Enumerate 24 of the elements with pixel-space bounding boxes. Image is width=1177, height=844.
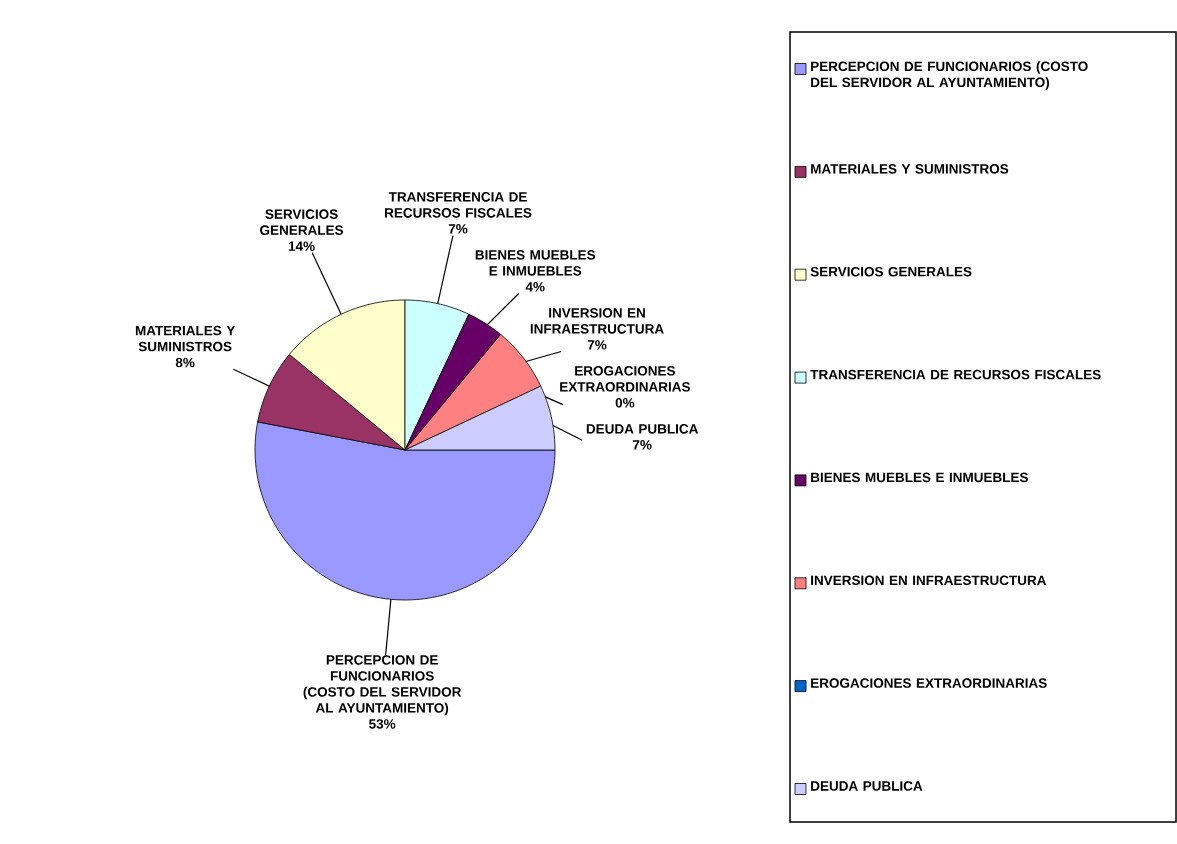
legend-label: DEUDA PUBLICA [811, 781, 923, 791]
data-label: 4% [525, 282, 545, 292]
text: 0% [615, 398, 635, 408]
legend-label: MATERIALES Y SUMINISTROS [811, 164, 1009, 174]
legend-label: SERVICIOS GENERALES [810, 266, 972, 277]
data-label: 8% [175, 357, 195, 368]
slice-label: SERVICIOS GENERALES [260, 209, 344, 235]
legend-label: INVERSION EN INFRAESTRUCTURA [811, 575, 1047, 586]
data-label: 7% [587, 340, 607, 350]
slice-label: BIENES MUEBLES E INMUEBLES [475, 250, 596, 276]
category-label: EROGACIONES EXTRAORDINARIAS [560, 366, 690, 392]
data-label: 53% [369, 719, 396, 729]
slice-label: INVERSION EN INFRAESTRUCTURA [530, 308, 664, 334]
data-label: 14% [288, 241, 315, 251]
data-label: 7% [448, 224, 468, 234]
legend-label: EROGACIONES EXTRAORDINARIAS [811, 678, 1047, 688]
data-label: 7% [632, 440, 652, 450]
legend-label: PERCEPCION DE FUNCIONARIOS (COSTO DEL SERVIDOR AL AYUNTAMIENTO) [811, 61, 1088, 90]
slice-label: MATERIALES Y SUMINISTROS [135, 325, 236, 352]
slice-label: PERCEPCION DE FUNCIONARIOS (COSTO DEL SERVIDOR AL AYUNTAMIENTO) [303, 655, 462, 716]
slice-label: TRANSFERENCIA DE RECURSOS FISCALES [385, 192, 532, 218]
legend-label: BIENES MUEBLES E INMUEBLES [811, 472, 1028, 483]
legend-label: TRANSFERENCIA DE RECURSOS FISCALES [810, 369, 1101, 380]
slice-label: DEUDA PUBLICA [586, 424, 699, 434]
